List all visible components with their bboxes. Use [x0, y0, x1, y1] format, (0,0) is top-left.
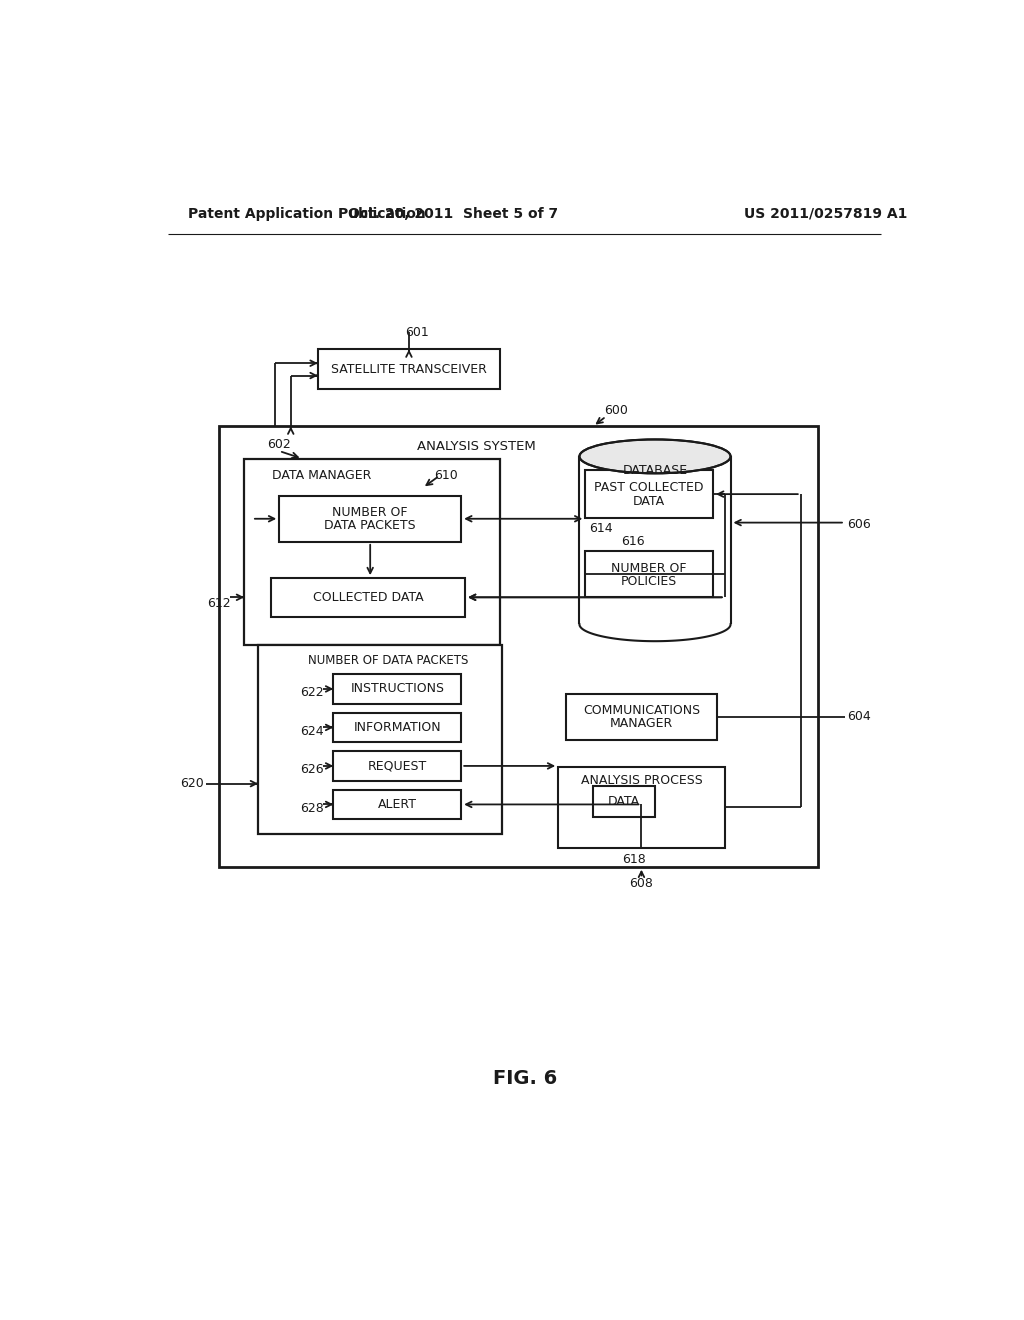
- Text: INSTRUCTIONS: INSTRUCTIONS: [350, 682, 444, 696]
- Bar: [593, 785, 655, 817]
- Text: PAST COLLECTED: PAST COLLECTED: [595, 482, 703, 495]
- Text: POLICIES: POLICIES: [622, 574, 677, 587]
- Text: REQUEST: REQUEST: [368, 759, 427, 772]
- Text: INFORMATION: INFORMATION: [353, 721, 441, 734]
- Bar: [219, 426, 818, 867]
- Bar: [558, 767, 725, 847]
- Text: 601: 601: [404, 326, 429, 339]
- Bar: [334, 713, 461, 742]
- Ellipse shape: [580, 440, 730, 474]
- Text: DATA: DATA: [608, 795, 640, 808]
- Text: ANALYSIS PROCESS: ANALYSIS PROCESS: [581, 774, 702, 787]
- Bar: [334, 675, 461, 704]
- Bar: [258, 645, 503, 834]
- Text: Patent Application Publication: Patent Application Publication: [188, 207, 426, 220]
- Text: NUMBER OF: NUMBER OF: [611, 561, 687, 574]
- Bar: [245, 459, 500, 645]
- Text: 600: 600: [604, 404, 628, 417]
- Bar: [271, 578, 465, 616]
- Text: COMMUNICATIONS: COMMUNICATIONS: [583, 704, 700, 717]
- Text: 624: 624: [300, 725, 324, 738]
- Bar: [566, 693, 717, 739]
- Text: 608: 608: [630, 878, 653, 890]
- Text: NUMBER OF DATA PACKETS: NUMBER OF DATA PACKETS: [308, 653, 468, 667]
- Text: FIG. 6: FIG. 6: [493, 1069, 557, 1088]
- Text: ANALYSIS SYSTEM: ANALYSIS SYSTEM: [418, 440, 537, 453]
- Text: NUMBER OF: NUMBER OF: [333, 506, 408, 519]
- Text: DATA: DATA: [633, 495, 666, 508]
- Bar: [586, 552, 713, 598]
- Text: 620: 620: [180, 777, 204, 791]
- Text: SATELLITE TRANSCEIVER: SATELLITE TRANSCEIVER: [331, 363, 486, 376]
- Bar: [317, 350, 500, 389]
- Text: 612: 612: [207, 597, 230, 610]
- Bar: [334, 751, 461, 780]
- Text: Oct. 20, 2011  Sheet 5 of 7: Oct. 20, 2011 Sheet 5 of 7: [348, 207, 558, 220]
- Text: MANAGER: MANAGER: [610, 717, 673, 730]
- Text: 618: 618: [622, 853, 645, 866]
- Text: DATA MANAGER: DATA MANAGER: [272, 469, 372, 482]
- Text: 616: 616: [622, 536, 645, 548]
- Text: 628: 628: [300, 801, 324, 814]
- Text: DATABASE: DATABASE: [623, 463, 687, 477]
- Text: COLLECTED DATA: COLLECTED DATA: [313, 591, 424, 603]
- Text: ALERT: ALERT: [378, 797, 417, 810]
- Text: 622: 622: [300, 686, 324, 700]
- Text: 606: 606: [847, 517, 871, 531]
- Bar: [280, 496, 461, 543]
- Text: 614: 614: [589, 523, 612, 536]
- Text: 604: 604: [847, 710, 871, 723]
- Text: 626: 626: [300, 763, 324, 776]
- Bar: [580, 457, 730, 624]
- Text: DATA PACKETS: DATA PACKETS: [325, 519, 416, 532]
- Text: US 2011/0257819 A1: US 2011/0257819 A1: [743, 207, 907, 220]
- Bar: [334, 789, 461, 818]
- Bar: [586, 470, 713, 517]
- Text: 610: 610: [434, 469, 458, 482]
- Text: 602: 602: [267, 438, 291, 451]
